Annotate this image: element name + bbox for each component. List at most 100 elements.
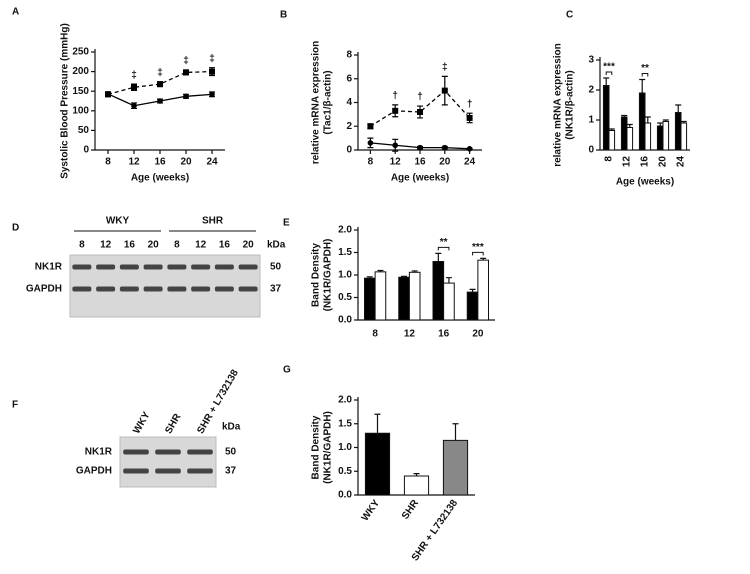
bar — [374, 271, 387, 321]
marker — [466, 146, 473, 152]
y-tick-label: 200 — [72, 66, 89, 77]
marker — [157, 98, 163, 104]
bar — [662, 121, 670, 151]
blot-band — [123, 468, 149, 474]
error-bar — [680, 120, 687, 123]
error-bar — [413, 473, 420, 476]
blot-band — [119, 264, 139, 270]
marker — [131, 84, 137, 91]
x-tick-label: 8 — [368, 157, 374, 168]
bar — [466, 291, 479, 321]
panel-label: E — [283, 218, 290, 229]
bar — [620, 116, 628, 151]
blot-band — [96, 264, 116, 270]
error-bar — [608, 128, 615, 131]
marker — [417, 144, 423, 151]
blot-band — [72, 286, 92, 292]
y-tick-label: 2 — [346, 121, 352, 132]
significance-bracket — [605, 71, 613, 75]
annotation: † — [392, 91, 398, 102]
blot-band — [214, 264, 234, 270]
annotation: † — [467, 99, 473, 110]
panel-label: F — [12, 400, 18, 411]
band-label: GAPDH — [76, 466, 112, 477]
lane-label: 12 — [100, 240, 112, 251]
unit-label: kDa — [222, 422, 241, 433]
y-tick-label: 1.0 — [338, 270, 352, 281]
y-tick-label: 2 — [588, 85, 594, 96]
y-tick-label: 0.0 — [338, 315, 352, 326]
blot-band — [191, 264, 211, 270]
x-tick-label: 20 — [180, 157, 192, 168]
bar — [674, 112, 682, 151]
size-label: 50 — [225, 447, 237, 458]
x-tick-label: 24 — [676, 156, 687, 168]
y-axis-label: (NK1R/GAPDH) — [323, 239, 334, 312]
lane-label: 20 — [148, 240, 160, 251]
blot-band — [143, 286, 163, 292]
error-bar — [644, 116, 651, 123]
y-axis-label: (NK1R/GAPDH) — [323, 411, 334, 484]
marker — [441, 87, 448, 94]
error-bar — [435, 252, 442, 262]
y-axis-label: Band Density — [311, 415, 322, 479]
significance-bracket — [641, 73, 649, 77]
blot-band — [238, 286, 258, 292]
annotation: ‡ — [209, 53, 215, 64]
bar — [442, 439, 469, 496]
error-bar — [374, 413, 381, 434]
x-tick-label: 16 — [640, 156, 651, 168]
error-bar — [480, 257, 487, 261]
bar — [364, 432, 391, 496]
size-label: 37 — [270, 284, 282, 295]
panel-label: G — [283, 365, 291, 376]
blot-image — [119, 436, 217, 488]
significance-bracket — [472, 251, 484, 256]
y-tick-label: 1.0 — [338, 442, 352, 453]
error-bar — [401, 275, 408, 278]
y-axis-label: (Tac1/β-actin) — [323, 70, 334, 134]
lane-label: 8 — [174, 240, 180, 251]
significance-bracket — [437, 246, 450, 251]
x-tick-label: 8 — [604, 156, 615, 162]
error-bar — [445, 277, 452, 284]
x-tick-label: 12 — [622, 156, 633, 168]
blot-band — [167, 286, 187, 292]
blot-band — [123, 449, 149, 455]
y-tick-label: 8 — [346, 50, 352, 61]
x-tick-label: 8 — [372, 329, 378, 340]
x-axis-label: Age (weeks) — [391, 173, 449, 184]
error-bar — [621, 114, 628, 117]
blot-band — [72, 264, 92, 270]
y-tick-label: 0.0 — [338, 490, 352, 501]
error-bar — [469, 288, 476, 293]
blot-band — [187, 449, 213, 455]
marker — [392, 107, 399, 114]
error-bar — [657, 122, 664, 126]
x-tick-label: 12 — [390, 157, 402, 168]
group-label: WKY — [106, 216, 130, 227]
error-bar — [662, 119, 669, 122]
marker — [417, 109, 423, 115]
blot-band — [155, 468, 181, 474]
x-tick-label: 16 — [154, 157, 166, 168]
panel-label: C — [566, 10, 573, 21]
error-bar — [452, 423, 459, 441]
y-tick-label: 2.0 — [338, 395, 352, 406]
panel-label: B — [280, 10, 287, 21]
blot-band — [238, 264, 258, 270]
error-bar — [639, 78, 646, 93]
x-tick-label: WKY — [360, 498, 383, 524]
lane-label: 16 — [124, 240, 136, 251]
x-axis-label: Age (weeks) — [616, 177, 674, 188]
y-tick-label: 250 — [72, 47, 89, 58]
blot-band — [155, 449, 181, 455]
annotation: *** — [472, 242, 484, 253]
bar — [408, 271, 421, 321]
bar — [680, 122, 688, 151]
bar — [477, 259, 489, 321]
y-tick-label: 0 — [346, 145, 352, 156]
y-tick-label: 1.5 — [338, 418, 352, 429]
x-tick-label: 16 — [438, 329, 450, 340]
